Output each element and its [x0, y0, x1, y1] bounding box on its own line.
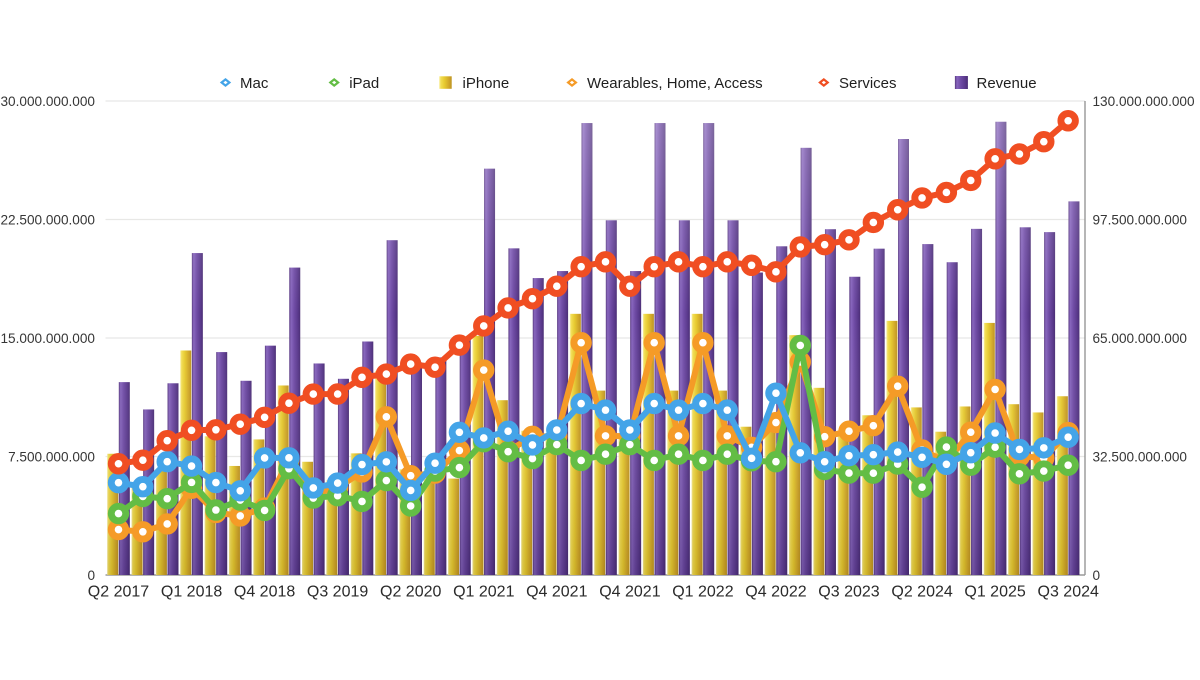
svg-text:Mac: Mac — [240, 75, 269, 92]
svg-text:Q3 2023: Q3 2023 — [818, 584, 879, 601]
svg-text:Wearables, Home, Access: Wearables, Home, Access — [587, 75, 763, 92]
svg-text:Q3 2019: Q3 2019 — [307, 584, 368, 601]
svg-text:32.500.000.000: 32.500.000.000 — [1093, 449, 1188, 464]
svg-text:Q4 2022: Q4 2022 — [745, 584, 806, 601]
svg-text:Q4 2021: Q4 2021 — [526, 584, 587, 601]
svg-text:Q4 2021: Q4 2021 — [599, 584, 660, 601]
svg-text:30.000.000.000: 30.000.000.000 — [1, 94, 96, 109]
svg-text:Q1 2022: Q1 2022 — [672, 584, 733, 601]
svg-text:iPhone: iPhone — [463, 75, 510, 92]
svg-text:0: 0 — [87, 568, 95, 583]
svg-text:Q2 2017: Q2 2017 — [88, 584, 149, 601]
svg-text:7.500.000.000: 7.500.000.000 — [8, 449, 95, 464]
svg-text:0: 0 — [1093, 568, 1101, 583]
svg-text:65.000.000.000: 65.000.000.000 — [1093, 331, 1188, 346]
svg-text:22.500.000.000: 22.500.000.000 — [1, 212, 96, 227]
svg-text:Q2 2020: Q2 2020 — [380, 584, 441, 601]
svg-text:Q1 2021: Q1 2021 — [453, 584, 514, 601]
svg-text:Revenue: Revenue — [977, 75, 1037, 92]
svg-text:97.500.000.000: 97.500.000.000 — [1093, 212, 1188, 227]
svg-text:130.000.000.000: 130.000.000.000 — [1093, 94, 1195, 109]
svg-text:Services: Services — [839, 75, 897, 92]
svg-text:Q1 2018: Q1 2018 — [161, 584, 222, 601]
svg-text:Q1 2025: Q1 2025 — [964, 584, 1025, 601]
svg-text:Q2 2024: Q2 2024 — [891, 584, 952, 601]
svg-text:Q4 2018: Q4 2018 — [234, 584, 295, 601]
svg-text:iPad: iPad — [349, 75, 379, 92]
svg-text:15.000.000.000: 15.000.000.000 — [1, 331, 96, 346]
svg-text:Q3 2024: Q3 2024 — [1038, 584, 1099, 601]
